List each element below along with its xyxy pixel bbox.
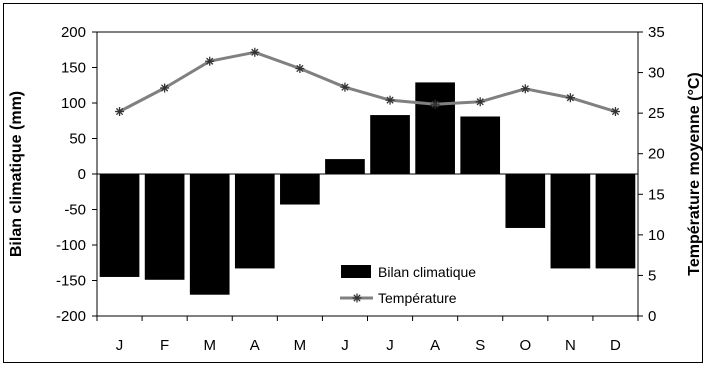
y-axis-title-right: Température moyenne (°C) <box>686 72 703 275</box>
temperature-point-8 <box>475 97 485 107</box>
temperature-point-11 <box>610 107 620 117</box>
left-tick-label-6: -100 <box>56 237 86 254</box>
right-tick-label-4: 15 <box>648 186 665 203</box>
left-tick-label-7: -150 <box>56 273 86 290</box>
temperature-point-1 <box>160 83 170 93</box>
right-tick-label-2: 25 <box>648 105 665 122</box>
legend-label-temperature: Température <box>378 290 457 306</box>
left-tick-label-2: 100 <box>61 95 86 112</box>
bar-5 <box>325 159 365 174</box>
bar-10 <box>550 174 591 269</box>
temperature-point-9 <box>520 84 530 94</box>
legend-asterisk <box>352 293 362 303</box>
bar-4 <box>280 174 320 205</box>
bar-7 <box>415 82 455 174</box>
temperature-line <box>115 47 620 117</box>
bar-1 <box>144 174 185 280</box>
bar-9 <box>505 174 546 228</box>
left-tick-label-5: -50 <box>64 202 86 219</box>
x-tick-label-1: F <box>160 337 169 354</box>
x-tick-label-3: A <box>250 337 260 354</box>
temperature-point-6 <box>385 95 395 105</box>
temperature-point-4 <box>295 64 305 74</box>
left-tick-label-3: 50 <box>69 131 86 148</box>
left-tick-label-4: 0 <box>78 166 86 183</box>
x-tick-label-0: J <box>116 337 124 354</box>
x-tick-label-5: J <box>341 337 349 354</box>
temperature-point-0 <box>115 107 125 117</box>
x-tick-label-8: S <box>475 337 485 354</box>
y-axis-title-left: Bilan climatique (mm) <box>8 91 25 257</box>
bar-2 <box>189 174 230 295</box>
bar-3 <box>234 174 275 269</box>
temperature-polyline <box>118 50 616 113</box>
right-tick-label-5: 10 <box>648 227 665 244</box>
x-tick-label-11: D <box>610 337 621 354</box>
left-tick-label-0: 200 <box>61 24 86 41</box>
x-tick-label-6: J <box>386 337 394 354</box>
legend-asterisk-marker <box>352 293 362 303</box>
temperature-point-7 <box>430 99 440 109</box>
temperature-point-5 <box>340 82 350 92</box>
right-axis-ticks: 35 30 25 20 15 10 5 0 <box>638 24 665 325</box>
chart-frame <box>3 3 703 363</box>
x-tick-label-2: M <box>203 337 216 354</box>
left-tick-label-1: 150 <box>61 60 86 77</box>
left-axis-ticks: 200 150 100 50 0 -50 -100 -150 -200 <box>56 24 97 325</box>
right-tick-label-7: 0 <box>648 308 656 325</box>
bars <box>99 82 636 295</box>
bar-0 <box>99 174 140 277</box>
legend-bar-swatch <box>341 265 371 278</box>
right-tick-label-6: 5 <box>648 267 656 284</box>
temperature-point-2 <box>205 56 215 66</box>
x-tick-label-7: A <box>430 337 440 354</box>
x-tick-label-4: M <box>294 337 307 354</box>
left-tick-label-8: -200 <box>56 308 86 325</box>
x-tick-label-9: O <box>519 337 531 354</box>
x-tick-label-10: N <box>565 337 576 354</box>
legend: Bilan climatique Température <box>331 257 485 315</box>
temperature-point-3 <box>250 47 260 57</box>
legend-label-bilan: Bilan climatique <box>378 264 476 280</box>
temperature-point-10 <box>565 93 575 103</box>
bar-8 <box>460 116 501 174</box>
bar-11 <box>595 174 636 269</box>
right-tick-label-3: 20 <box>648 146 665 163</box>
right-tick-label-0: 35 <box>648 24 665 41</box>
right-tick-label-1: 30 <box>648 65 665 82</box>
bar-6 <box>370 115 410 174</box>
